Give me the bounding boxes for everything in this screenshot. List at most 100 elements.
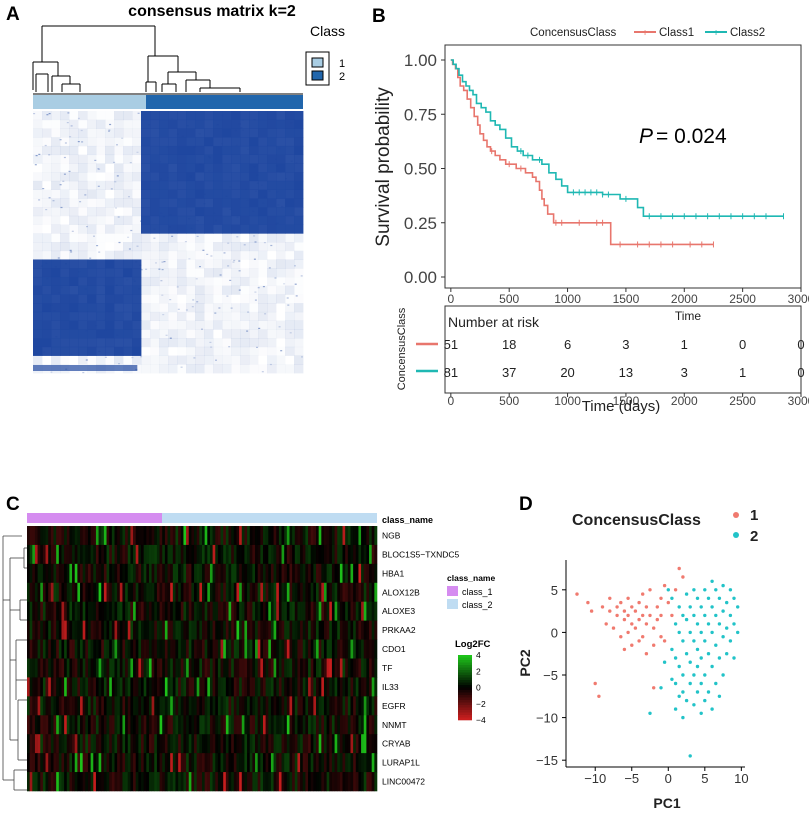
heatmap-cell [95, 601, 99, 621]
consensus-cell [159, 338, 169, 348]
consensus-noise [136, 245, 139, 247]
heatmap-cell [122, 715, 126, 735]
consensus-noise [160, 280, 163, 282]
heatmap-cell [111, 639, 115, 659]
consensus-noise [301, 356, 303, 358]
heatmap-cell [212, 620, 216, 640]
heatmap-cell [363, 601, 367, 621]
consensus-noise [59, 139, 62, 141]
heatmap-cell [87, 734, 91, 754]
consensus-cell [168, 259, 177, 268]
heatmap-cell [69, 620, 73, 640]
heatmap-cell [308, 677, 312, 697]
consensus-cell [222, 251, 231, 260]
heatmap-cell [40, 639, 44, 659]
heatmap-cell [56, 658, 60, 678]
heatmap-cell [146, 772, 150, 792]
heatmap-cell [114, 734, 118, 754]
consensus-cell [231, 163, 241, 173]
consensus-cell [195, 215, 205, 225]
heatmap-cell [167, 772, 171, 792]
heatmap-cell [85, 677, 89, 697]
pca-point-class1 [619, 600, 623, 605]
heatmap-cell [284, 658, 288, 678]
consensus-cell [69, 329, 79, 339]
consensus-noise [203, 193, 206, 195]
heatmap-cell [80, 677, 83, 697]
heatmap-cell [194, 658, 197, 678]
consensus-noise [238, 270, 241, 272]
consensus-cell [204, 355, 214, 365]
heatmap-cell [265, 734, 269, 754]
consensus-cell [159, 259, 169, 269]
heatmap-cell [252, 563, 256, 584]
heatmap-cell [313, 658, 317, 678]
heatmap-cell [270, 753, 274, 773]
heatmap-cell [167, 715, 171, 735]
heatmap-cell [40, 620, 44, 640]
pca-point-class1 [670, 613, 674, 618]
consensus-noise [77, 117, 80, 119]
heatmap-cell [48, 526, 52, 546]
heatmap-cell [85, 601, 89, 621]
heatmap-cell [294, 753, 298, 773]
colorbar-segment [458, 697, 472, 701]
heatmap-cell [72, 639, 76, 659]
heatmap-cell [29, 734, 33, 754]
heatmap-cell [119, 526, 123, 546]
consensus-noise [43, 351, 46, 353]
consensus-cell [249, 259, 258, 268]
consensus-cell [195, 172, 205, 182]
consensus-noise [50, 371, 53, 373]
heatmap-cell [273, 696, 277, 716]
heatmap-cell [212, 677, 216, 697]
heatmap-cell [133, 601, 137, 621]
consensus-noise [234, 129, 237, 132]
heatmap-cell [302, 696, 306, 716]
consensus-cell [132, 276, 142, 287]
panel-letter-b: B [372, 6, 386, 27]
heatmap-cell [61, 544, 65, 565]
heatmap-cell [212, 753, 216, 773]
consensus-cell [51, 180, 61, 190]
heatmap-cell [305, 563, 309, 584]
consensus-noise [218, 307, 221, 309]
heatmap-cell [138, 526, 142, 546]
heatmap-cell [326, 715, 330, 735]
consensus-cell [177, 145, 187, 156]
heatmap-cell [281, 601, 285, 621]
consensus-cell [258, 329, 268, 339]
consensus-cell [294, 154, 304, 164]
panel-b-km-chart: ConcensusClass + Class1 + Class2 0 500 100… [373, 27, 809, 415]
heatmap-cell [255, 639, 258, 659]
consensus-cell [60, 294, 70, 304]
heatmap-cell [151, 582, 155, 603]
heatmap-cell [323, 639, 327, 659]
heatmap-cell [172, 563, 176, 584]
heatmap-cell [27, 696, 30, 716]
heatmap-cell [300, 601, 304, 621]
heatmap-cell [361, 526, 365, 546]
pca-point-class1 [575, 592, 579, 596]
heatmap-cell [225, 601, 229, 621]
heatmap-cell [156, 544, 160, 565]
consensus-cell [69, 154, 79, 164]
heatmap-cell [366, 526, 370, 546]
consensus-cell [123, 180, 133, 190]
heatmap-cell [292, 772, 296, 792]
pca-point-class2 [673, 681, 678, 686]
consensus-cell [150, 321, 159, 330]
heatmap-cell [262, 753, 266, 773]
consensus-cell [159, 329, 169, 339]
heatmap-cell [239, 772, 243, 792]
consensus-noise [63, 156, 66, 159]
consensus-cell [231, 346, 241, 356]
pca-point-class2 [699, 630, 703, 635]
consensus-cell [177, 311, 187, 321]
heatmap-cell [241, 734, 245, 754]
heatmap-cell [146, 734, 150, 754]
consensus-noise [84, 288, 87, 290]
heatmap-cell [247, 526, 251, 546]
consensus-cell [285, 145, 295, 156]
heatmap-cell [27, 639, 30, 659]
